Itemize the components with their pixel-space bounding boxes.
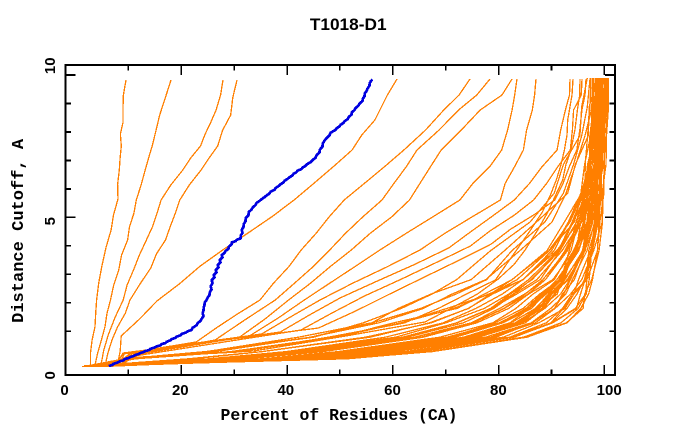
svg-text:0: 0 [60, 382, 68, 399]
svg-text:Percent of Residues (CA): Percent of Residues (CA) [221, 407, 458, 426]
svg-text:T1018-D1: T1018-D1 [310, 15, 387, 34]
svg-text:60: 60 [384, 382, 401, 399]
svg-text:40: 40 [277, 382, 294, 399]
svg-text:10: 10 [42, 57, 59, 74]
svg-text:0: 0 [42, 371, 59, 379]
svg-text:80: 80 [490, 382, 507, 399]
svg-text:5: 5 [42, 217, 59, 225]
svg-text:Distance Cutoff, A: Distance Cutoff, A [10, 138, 29, 323]
svg-text:20: 20 [172, 382, 189, 399]
svg-text:100: 100 [597, 382, 622, 399]
